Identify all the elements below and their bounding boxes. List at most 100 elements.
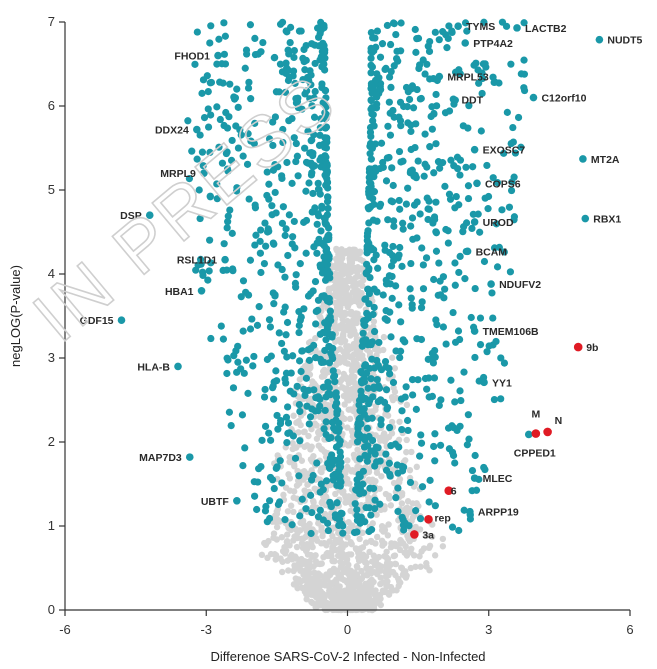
significant-point (278, 265, 286, 274)
significant-point (321, 406, 329, 415)
significant-point (265, 195, 273, 203)
significant-point (387, 68, 395, 76)
significant-point (386, 308, 394, 316)
point-label: MRPL53 (447, 72, 489, 84)
significant-point (396, 205, 404, 213)
nonsignificant-point (340, 568, 347, 576)
significant-point (430, 169, 438, 177)
significant-point (322, 418, 330, 426)
nonsignificant-point (299, 544, 307, 552)
significant-point (489, 314, 497, 322)
significant-point (416, 61, 424, 69)
nonsignificant-point (355, 554, 363, 561)
significant-point (367, 96, 375, 105)
nonsignificant-point (346, 415, 354, 423)
labeled-protein-point (470, 145, 479, 154)
nonsignificant-point (290, 412, 297, 419)
significant-point (331, 470, 339, 479)
significant-point (282, 379, 290, 387)
point-label: CPPED1 (514, 447, 556, 459)
significant-point (370, 285, 378, 293)
significant-point (315, 212, 323, 220)
significant-point (255, 465, 263, 473)
significant-point (307, 137, 315, 145)
significant-point (399, 516, 407, 524)
significant-point (367, 375, 375, 383)
significant-point (383, 316, 391, 324)
significant-point (451, 68, 460, 76)
significant-point (250, 352, 258, 361)
significant-point (316, 261, 324, 269)
significant-point (307, 149, 316, 157)
significant-point (303, 402, 311, 410)
nonsignificant-point (303, 585, 310, 592)
labeled-protein-point (200, 169, 208, 177)
significant-point (434, 158, 443, 166)
nonsignificant-point (334, 286, 342, 294)
significant-point (316, 124, 324, 132)
significant-point (327, 434, 335, 442)
significant-point (426, 476, 434, 484)
nonsignificant-point (329, 601, 336, 609)
nonsignificant-point (385, 566, 393, 574)
point-label: TMEM106B (483, 326, 539, 338)
significant-point (413, 198, 421, 206)
significant-point (321, 328, 329, 337)
significant-point (225, 408, 234, 416)
significant-point (375, 74, 383, 82)
viral-protein-point (531, 429, 541, 438)
x-axis-title: Differenoe SARS-CoV-2 Infected - Non-Inf… (210, 649, 485, 664)
nonsignificant-point (356, 302, 363, 309)
nonsignificant-point (370, 318, 378, 325)
significant-point (502, 22, 511, 30)
significant-point (268, 202, 276, 210)
significant-point (439, 28, 447, 36)
significant-point (456, 335, 464, 344)
nonsignificant-point (284, 531, 291, 538)
significant-point (234, 144, 243, 152)
significant-point (263, 228, 272, 236)
nonsignificant-point (279, 558, 286, 565)
nonsignificant-point (390, 384, 397, 391)
significant-point (364, 384, 372, 392)
significant-point (273, 411, 281, 420)
significant-point (293, 97, 302, 106)
significant-point (369, 117, 377, 125)
significant-point (463, 27, 471, 35)
significant-point (402, 200, 410, 208)
significant-point (318, 204, 326, 212)
nonsignificant-point (404, 498, 412, 505)
labeled-protein-point (470, 218, 479, 226)
nonsignificant-point (300, 521, 307, 529)
significant-point (405, 95, 414, 104)
significant-point (390, 62, 398, 70)
nonsignificant-point (274, 452, 281, 459)
significant-point (360, 405, 368, 413)
nonsignificant-point (310, 452, 317, 460)
nonsignificant-point (363, 572, 371, 579)
significant-point (206, 193, 214, 201)
significant-point (318, 52, 326, 60)
significant-point (307, 81, 315, 89)
nonsignificant-point (402, 457, 409, 464)
significant-point (336, 452, 345, 461)
nonsignificant-point (264, 554, 271, 562)
significant-point (360, 489, 368, 497)
significant-point (389, 181, 397, 190)
significant-point (326, 307, 334, 315)
significant-point (354, 430, 362, 438)
significant-point (392, 347, 400, 355)
labeled-protein-point (197, 287, 206, 295)
nonsignificant-point (396, 546, 404, 554)
significant-point (376, 53, 385, 61)
significant-point (385, 98, 393, 106)
nonsignificant-point (362, 553, 370, 560)
significant-point (284, 419, 293, 427)
nonsignificant-point (345, 519, 352, 526)
significant-point (231, 94, 240, 102)
significant-point (216, 115, 224, 124)
significant-point (253, 505, 261, 514)
significant-point (280, 347, 288, 355)
significant-point (474, 66, 482, 74)
nonsignificant-point (380, 333, 388, 341)
